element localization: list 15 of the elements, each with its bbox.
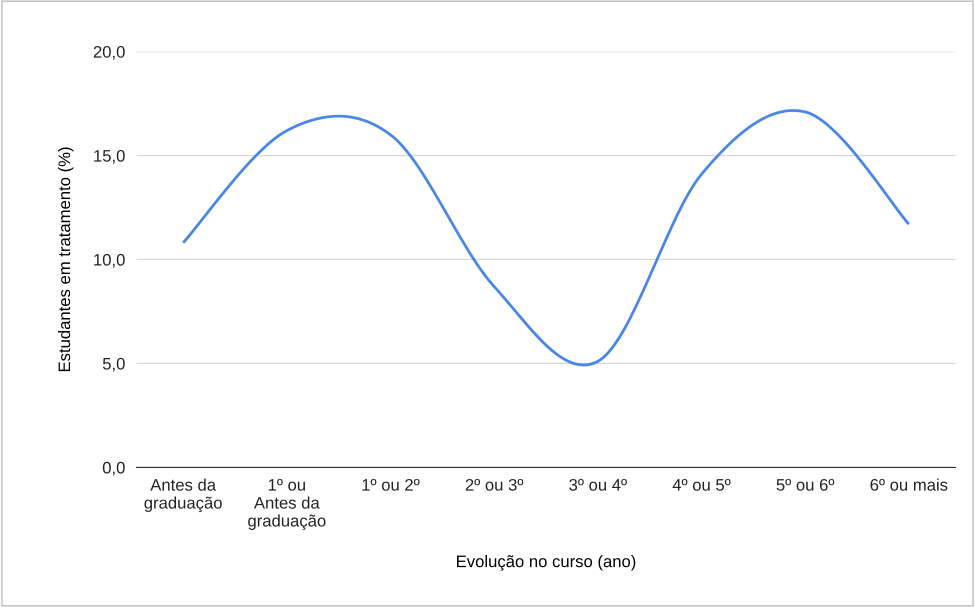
y-tick-label: 0,0 (102, 462, 125, 476)
y-axis-title: Estudantes em tratamento (%) (58, 148, 74, 372)
y-tick-label: 15,0 (94, 150, 125, 164)
y-tick-label: 5,0 (102, 358, 125, 372)
x-tick-label: Antes da graduação (144, 478, 222, 512)
y-tick-label: 20,0 (94, 46, 125, 60)
x-tick-label: 1º ou 2º (362, 478, 420, 491)
x-axis-title: Evolução no curso (ano) (457, 555, 636, 571)
x-tick-label: 1º ou Antes da graduação (248, 478, 326, 530)
x-tick-label: 3º ou 4º (569, 478, 627, 491)
x-tick-label: 4º ou 5º (672, 478, 731, 491)
x-tick-label: 6º ou mais (870, 478, 948, 491)
x-tick-label: 2º ou 3º (466, 478, 524, 491)
x-tick-label: 5º ou 6º (776, 478, 834, 491)
y-tick-label: 10,0 (94, 254, 125, 268)
